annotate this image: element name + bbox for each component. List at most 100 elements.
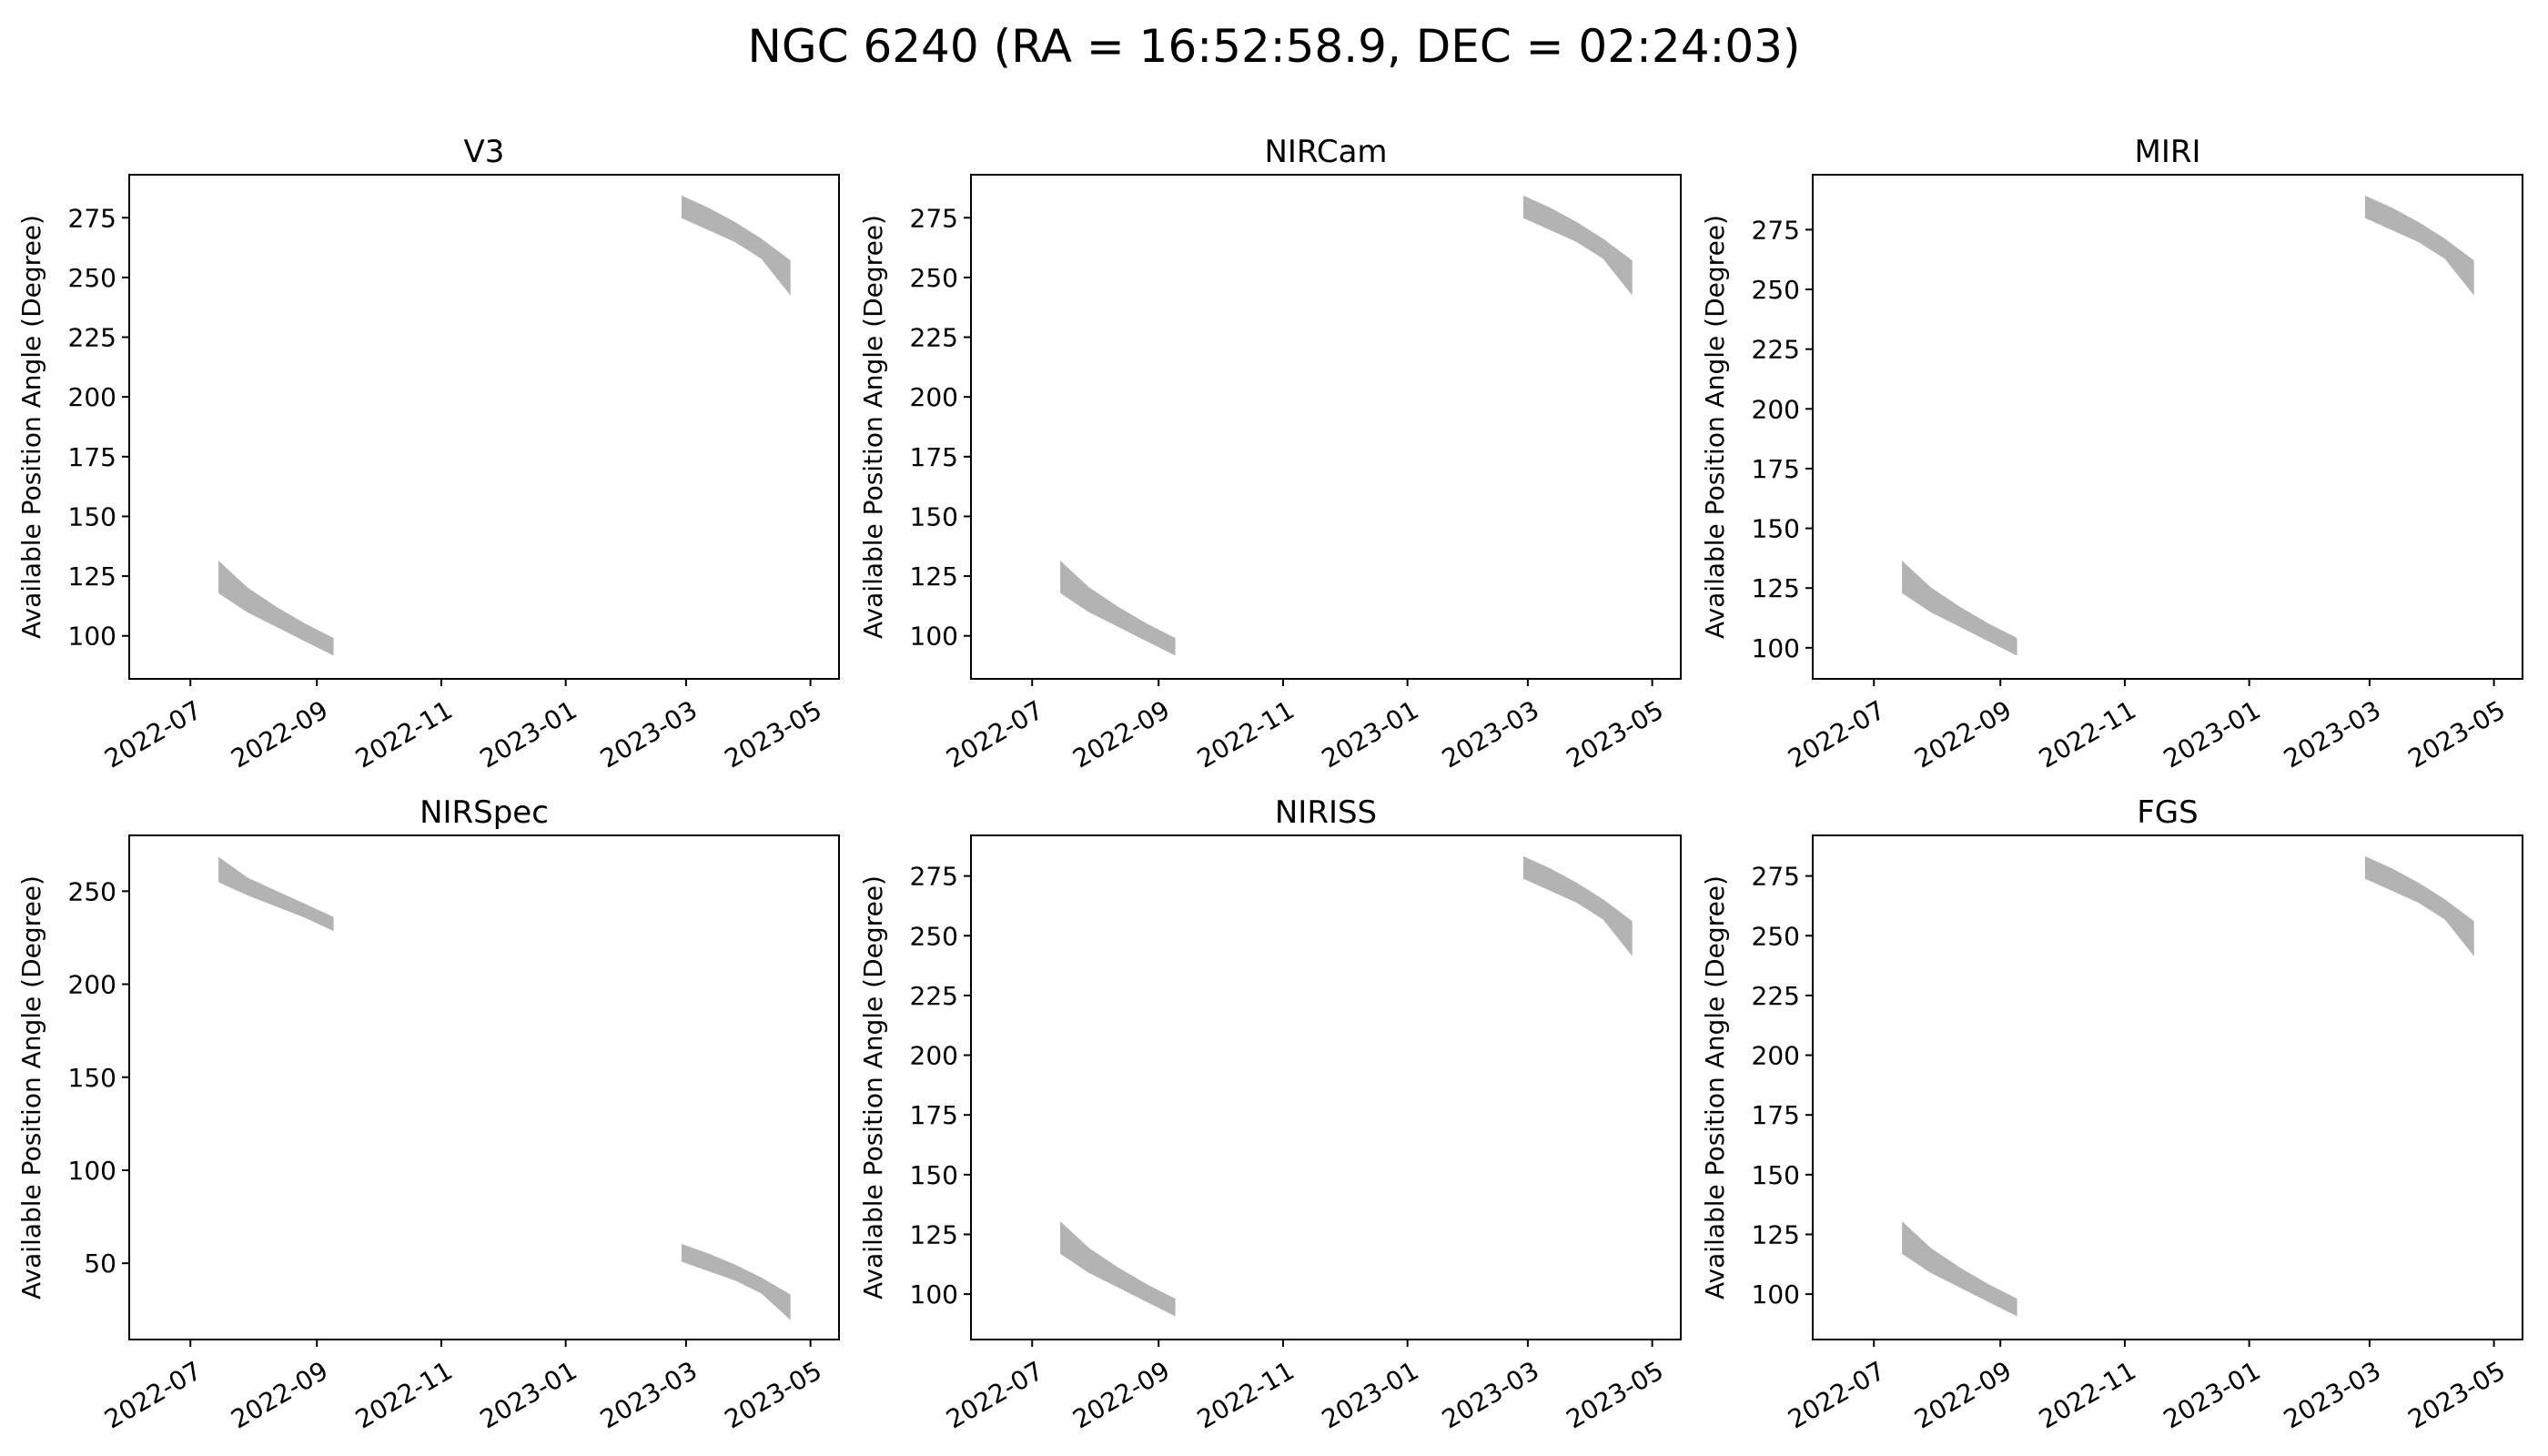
x-tick-label: 2022-11 <box>1192 694 1299 774</box>
y-axis-label: Available Position Angle (Degree) <box>1700 215 1730 639</box>
x-tick-label: 2022-11 <box>350 1355 458 1434</box>
x-tick-label: 2022-11 <box>1192 1355 1299 1434</box>
y-tick-label: 175 <box>1752 454 1800 484</box>
y-tick-label: 175 <box>68 442 116 472</box>
y-tick-label: 225 <box>1752 981 1800 1011</box>
y-tick-label: 275 <box>1752 862 1800 892</box>
x-tick-label: 2023-05 <box>1562 694 1669 774</box>
y-tick-label: 200 <box>68 382 116 412</box>
plot-frame <box>970 174 1682 680</box>
y-tick-label: 200 <box>68 970 116 1000</box>
y-tick-label: 250 <box>910 263 958 293</box>
figure-title: NGC 6240 (RA = 16:52:58.9, DEC = 02:24:0… <box>747 20 1800 73</box>
x-tick-label: 2022-07 <box>941 694 1048 774</box>
x-tick-label: 2022-09 <box>1909 1355 2017 1434</box>
visibility-band-1 <box>1060 561 1176 656</box>
x-tick-label: 2023-03 <box>1437 1355 1544 1434</box>
y-tick-label: 100 <box>910 622 958 652</box>
y-tick-label: 125 <box>910 561 958 592</box>
x-tick-label: 2022-09 <box>1067 694 1175 774</box>
subplot-title: FGS <box>2137 794 2199 831</box>
subplot-title: NIRISS <box>1275 794 1377 831</box>
y-tick-label: 125 <box>1752 573 1800 603</box>
x-tick-label: 2022-09 <box>1067 1355 1175 1434</box>
x-tick-label: 2023-05 <box>2403 1355 2511 1434</box>
y-tick-label: 250 <box>68 263 116 293</box>
y-axis-label: Available Position Angle (Degree) <box>16 215 46 639</box>
x-tick-label: 2022-11 <box>2034 694 2141 774</box>
x-tick-label: 2022-07 <box>941 1355 1048 1434</box>
y-tick-label: 275 <box>68 203 116 233</box>
y-tick-label: 100 <box>68 1156 116 1186</box>
x-tick-label: 2022-07 <box>1783 1355 1890 1434</box>
y-tick-label: 150 <box>1752 514 1800 544</box>
y-tick-label: 50 <box>84 1249 116 1279</box>
y-tick-label: 275 <box>1752 215 1800 245</box>
x-tick-label: 2022-09 <box>226 694 333 774</box>
y-tick-label: 125 <box>68 561 116 592</box>
visibility-band-2 <box>1522 855 1633 956</box>
y-tick-label: 150 <box>68 1063 116 1093</box>
y-tick-label: 200 <box>910 1041 958 1071</box>
visibility-band-1 <box>1060 1221 1176 1317</box>
y-tick-label: 225 <box>68 323 116 353</box>
y-axis-label: Available Position Angle (Degree) <box>858 215 888 639</box>
subplot-title: MIRI <box>2134 134 2200 170</box>
x-tick-label: 2022-07 <box>99 1355 207 1434</box>
y-tick-label: 200 <box>910 382 958 412</box>
y-tick-label: 275 <box>910 862 958 892</box>
x-tick-label: 2023-03 <box>595 694 703 774</box>
y-tick-label: 250 <box>1752 921 1800 951</box>
x-tick-label: 2023-01 <box>1317 694 1424 774</box>
y-tick-label: 200 <box>1752 1041 1800 1071</box>
visibility-band-2 <box>681 1243 791 1320</box>
visibility-band-2 <box>681 195 791 296</box>
y-tick-label: 100 <box>1752 633 1800 663</box>
y-tick-label: 175 <box>910 1100 958 1130</box>
y-tick-label: 150 <box>910 501 958 531</box>
x-tick-label: 2023-01 <box>2159 1355 2266 1434</box>
x-tick-label: 2023-01 <box>475 694 582 774</box>
y-tick-label: 225 <box>910 323 958 353</box>
plot-frame <box>128 174 840 680</box>
x-tick-label: 2022-09 <box>226 1355 333 1434</box>
x-tick-label: 2023-05 <box>1562 1355 1669 1434</box>
x-tick-label: 2023-03 <box>1437 694 1544 774</box>
y-tick-label: 225 <box>910 981 958 1011</box>
y-tick-label: 175 <box>910 442 958 472</box>
x-tick-label: 2023-03 <box>2279 694 2386 774</box>
y-tick-label: 100 <box>1752 1279 1800 1309</box>
y-tick-label: 175 <box>1752 1100 1800 1130</box>
x-tick-label: 2023-03 <box>595 1355 703 1434</box>
visibility-band-2 <box>2364 855 2474 956</box>
y-tick-label: 275 <box>910 203 958 233</box>
y-tick-label: 250 <box>910 921 958 951</box>
x-tick-label: 2023-01 <box>2159 694 2266 774</box>
x-tick-label: 2022-07 <box>1783 694 1890 774</box>
plot-frame <box>1812 834 2523 1340</box>
plot-frame <box>128 834 840 1340</box>
y-tick-label: 100 <box>68 622 116 652</box>
x-tick-label: 2022-11 <box>350 694 458 774</box>
visibility-band-1 <box>1902 561 2017 656</box>
y-tick-label: 225 <box>1752 335 1800 365</box>
x-tick-label: 2023-01 <box>1317 1355 1424 1434</box>
y-tick-label: 125 <box>910 1219 958 1249</box>
x-tick-label: 2023-03 <box>2279 1355 2386 1434</box>
subplot-v3: V3 100 125 150 175 200 225 250 275 2022-07 2022-09… <box>16 134 840 774</box>
subplot-fgs: FGS 100 125 150 175 200 225 250 275 2022-07 2022-0… <box>1700 794 2523 1435</box>
subplot-title: NIRSpec <box>420 794 549 831</box>
plot-frame <box>1812 174 2523 680</box>
y-axis-label: Available Position Angle (Degree) <box>16 875 46 1299</box>
visibility-band-2 <box>1522 195 1633 296</box>
x-tick-label: 2023-05 <box>720 694 827 774</box>
y-tick-label: 250 <box>1752 275 1800 305</box>
subplot-title: NIRCam <box>1264 134 1387 170</box>
y-tick-label: 200 <box>1752 394 1800 424</box>
y-tick-label: 250 <box>68 876 116 906</box>
x-tick-label: 2023-01 <box>475 1355 582 1434</box>
y-tick-label: 150 <box>1752 1160 1800 1190</box>
